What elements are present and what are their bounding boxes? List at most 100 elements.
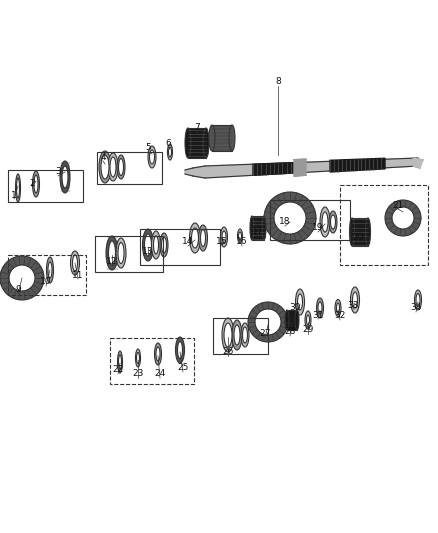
Ellipse shape — [297, 294, 303, 310]
Ellipse shape — [60, 161, 70, 193]
Ellipse shape — [99, 151, 111, 183]
Ellipse shape — [318, 302, 322, 314]
Text: 34: 34 — [410, 303, 422, 312]
Ellipse shape — [331, 215, 336, 229]
Text: 12: 12 — [106, 257, 118, 266]
Bar — [287, 310, 297, 330]
Ellipse shape — [201, 230, 205, 246]
Text: 20: 20 — [352, 233, 364, 243]
Bar — [270, 200, 350, 240]
Text: 30: 30 — [289, 303, 301, 312]
Ellipse shape — [17, 178, 20, 198]
Polygon shape — [294, 159, 306, 176]
Polygon shape — [330, 158, 385, 172]
Ellipse shape — [305, 311, 311, 329]
Ellipse shape — [119, 158, 124, 175]
Ellipse shape — [145, 234, 152, 256]
Ellipse shape — [101, 155, 109, 179]
Text: 8: 8 — [275, 77, 281, 86]
Ellipse shape — [220, 227, 227, 247]
Ellipse shape — [15, 174, 21, 202]
Ellipse shape — [191, 228, 198, 248]
Text: 2: 2 — [29, 179, 35, 188]
Ellipse shape — [109, 241, 116, 265]
Polygon shape — [205, 158, 418, 178]
Ellipse shape — [295, 310, 299, 330]
Text: 11: 11 — [72, 271, 84, 279]
Ellipse shape — [160, 233, 168, 257]
Ellipse shape — [177, 342, 183, 359]
Ellipse shape — [135, 349, 141, 367]
Text: 1: 1 — [11, 190, 17, 199]
Bar — [95, 236, 163, 272]
Ellipse shape — [416, 294, 420, 306]
Text: 23: 23 — [132, 369, 144, 378]
Ellipse shape — [222, 231, 226, 243]
Ellipse shape — [365, 218, 371, 246]
Ellipse shape — [250, 216, 254, 240]
Text: 4: 4 — [100, 152, 106, 161]
Ellipse shape — [322, 212, 328, 232]
Text: 3: 3 — [55, 167, 61, 176]
Ellipse shape — [209, 125, 215, 151]
Text: 26: 26 — [223, 348, 234, 357]
Bar — [8, 255, 86, 295]
Text: 24: 24 — [154, 369, 166, 378]
Polygon shape — [253, 163, 295, 175]
Bar — [97, 152, 162, 184]
Ellipse shape — [241, 323, 249, 347]
Circle shape — [0, 256, 44, 300]
Text: 13: 13 — [142, 247, 154, 256]
Bar — [8, 170, 83, 202]
Ellipse shape — [46, 257, 53, 283]
Ellipse shape — [296, 289, 304, 315]
Bar — [213, 318, 268, 354]
Text: 19: 19 — [312, 223, 324, 232]
Circle shape — [392, 207, 414, 229]
Ellipse shape — [232, 320, 242, 350]
Text: 29: 29 — [302, 326, 314, 335]
Circle shape — [385, 200, 421, 236]
Bar — [252, 216, 264, 240]
Text: 31: 31 — [312, 311, 324, 319]
Ellipse shape — [353, 292, 357, 308]
Ellipse shape — [106, 236, 118, 270]
Bar — [140, 229, 220, 265]
Ellipse shape — [62, 166, 68, 188]
Text: 10: 10 — [40, 278, 52, 287]
Text: 25: 25 — [177, 364, 189, 373]
Ellipse shape — [224, 323, 232, 347]
Ellipse shape — [243, 327, 247, 343]
Ellipse shape — [48, 262, 52, 278]
Ellipse shape — [190, 223, 201, 253]
Text: 17: 17 — [252, 228, 264, 237]
Ellipse shape — [34, 175, 38, 193]
Ellipse shape — [307, 315, 310, 325]
Ellipse shape — [320, 207, 330, 237]
Ellipse shape — [229, 125, 235, 151]
Ellipse shape — [239, 232, 241, 240]
Bar — [340, 185, 428, 265]
Ellipse shape — [317, 298, 324, 318]
Text: 14: 14 — [182, 238, 194, 246]
Ellipse shape — [262, 216, 266, 240]
Bar — [352, 218, 368, 246]
Ellipse shape — [203, 128, 209, 158]
Ellipse shape — [414, 290, 421, 310]
Ellipse shape — [185, 128, 191, 158]
Ellipse shape — [148, 146, 156, 168]
Polygon shape — [413, 158, 423, 168]
Ellipse shape — [116, 238, 126, 268]
Ellipse shape — [156, 347, 160, 361]
Ellipse shape — [234, 325, 240, 345]
Text: 18: 18 — [279, 217, 291, 227]
Ellipse shape — [137, 352, 139, 364]
Bar — [212, 125, 232, 151]
Bar — [188, 128, 206, 158]
Ellipse shape — [32, 171, 39, 197]
Ellipse shape — [117, 155, 125, 179]
Bar — [110, 338, 194, 384]
Text: 9: 9 — [15, 286, 21, 295]
Text: 33: 33 — [347, 301, 359, 310]
Ellipse shape — [118, 243, 124, 263]
